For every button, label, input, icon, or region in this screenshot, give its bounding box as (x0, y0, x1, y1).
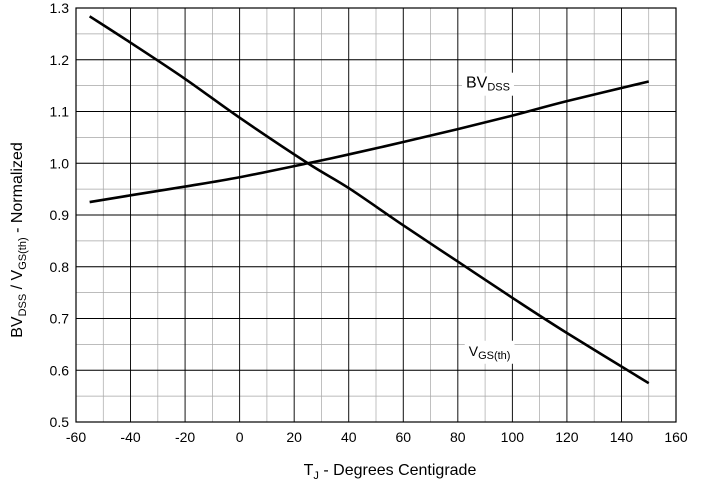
label-vgsth-background (464, 340, 515, 364)
y-axis-title-sub2: GS(th) (17, 237, 29, 269)
x-tick-label: 0 (236, 429, 244, 445)
x-tick-label: 120 (555, 429, 579, 445)
x-tick-label: 20 (286, 429, 302, 445)
y-tick-label: 0.9 (50, 207, 70, 223)
series-label-vgsth-main: V (469, 343, 479, 359)
y-tick-label: 1.2 (50, 52, 70, 68)
y-tick-label: 0.5 (50, 414, 70, 430)
x-tick-labels: -60 -40 -20 0 20 40 60 80 100 120 140 160 (66, 429, 688, 445)
plot-area-border (75, 7, 677, 423)
y-axis-title-part3: - Normalized (9, 142, 26, 237)
y-tick-label: 0.8 (50, 259, 70, 275)
y-tick-labels: 0.5 0.6 0.7 0.8 0.9 1.0 1.1 1.2 1.3 (50, 0, 70, 430)
x-tick-label: 100 (501, 429, 525, 445)
y-axis-title-part1: BV (9, 316, 26, 338)
series-line-vgsth (88, 15, 650, 385)
series-label-vgsth: VGS(th) (469, 343, 511, 362)
x-tick-label: 60 (395, 429, 411, 445)
x-tick-label: 160 (664, 429, 688, 445)
series-label-bvdss-main: BV (466, 75, 488, 92)
x-tick-label: -40 (120, 429, 140, 445)
series-line-bvdss (89, 80, 650, 204)
y-tick-label: 0.6 (50, 362, 70, 378)
x-axis-title: TJ - Degrees Centigrade (304, 462, 477, 482)
y-axis-title-part2: / V (9, 269, 26, 293)
label-bvdss-background (462, 72, 514, 96)
series-lines (88, 15, 650, 385)
series-label-bvdss: BVDSS (466, 75, 510, 94)
y-tick-label: 0.7 (50, 311, 70, 327)
x-tick-label: 140 (610, 429, 634, 445)
x-axis-title-rest: - Degrees Centigrade (319, 462, 477, 479)
y-tick-label: 1.1 (50, 104, 70, 120)
x-tick-label: 80 (450, 429, 466, 445)
x-axis-title-sub: J (313, 470, 319, 482)
x-axis-title-main: T (304, 462, 314, 479)
y-axis-title: BVDSS / VGS(th) - Normalized (9, 142, 29, 338)
label-bvdss-box: BVDSS (462, 72, 514, 96)
series-label-vgsth-sub: GS(th) (478, 350, 510, 362)
x-tick-label: -20 (175, 429, 195, 445)
y-tick-label: 1.0 (50, 155, 70, 171)
x-tick-label: -60 (66, 429, 86, 445)
y-axis-title-sub1: DSS (17, 294, 29, 317)
series-label-bvdss-sub: DSS (487, 82, 510, 94)
x-tick-label: 40 (341, 429, 357, 445)
label-vgsth-box: VGS(th) (464, 340, 515, 364)
y-tick-label: 1.3 (50, 0, 70, 16)
